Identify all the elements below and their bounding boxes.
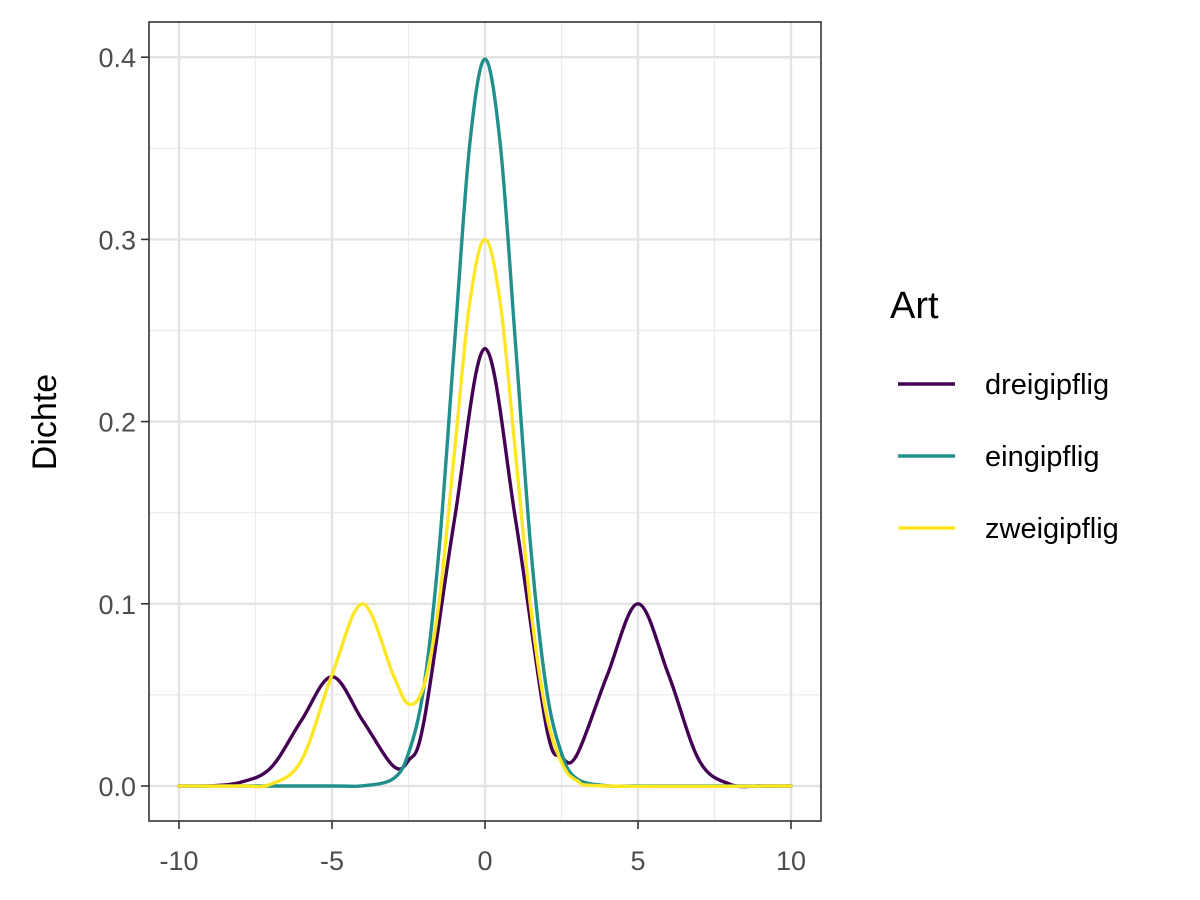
x-tick-label: 5 xyxy=(630,846,645,876)
y-tick-label: 0.2 xyxy=(98,408,136,438)
legend-label-dreigipflig: dreigipflig xyxy=(985,369,1109,401)
x-tick-label: -5 xyxy=(320,846,344,876)
series-line-eingipflig xyxy=(177,57,793,789)
series-layer xyxy=(177,57,793,789)
legend-label-eingipflig: eingipflig xyxy=(985,441,1099,473)
y-tick-label: 0.4 xyxy=(98,43,136,73)
x-axis: -10 -5 0 5 10 xyxy=(159,821,806,876)
y-tick-label: 0.3 xyxy=(98,225,136,255)
legend-label-zweigipflig: zweigipflig xyxy=(985,513,1119,545)
y-tick-label: 0.1 xyxy=(98,590,136,620)
legend-title: Art xyxy=(890,285,939,327)
grid-major xyxy=(149,22,821,821)
y-axis: 0.0 0.1 0.2 0.3 0.4 xyxy=(98,43,149,802)
series-line-zweigipflig xyxy=(177,237,793,789)
legend: Art dreigipflig eingipflig zweigipflig xyxy=(890,285,1119,545)
x-tick-label: 10 xyxy=(776,846,806,876)
series-line-dreigipflig xyxy=(177,347,793,789)
y-tick-label: 0.0 xyxy=(98,772,136,802)
x-tick-label: -10 xyxy=(159,846,198,876)
x-tick-label: 0 xyxy=(477,846,492,876)
y-axis-title: Dichte xyxy=(26,374,64,470)
